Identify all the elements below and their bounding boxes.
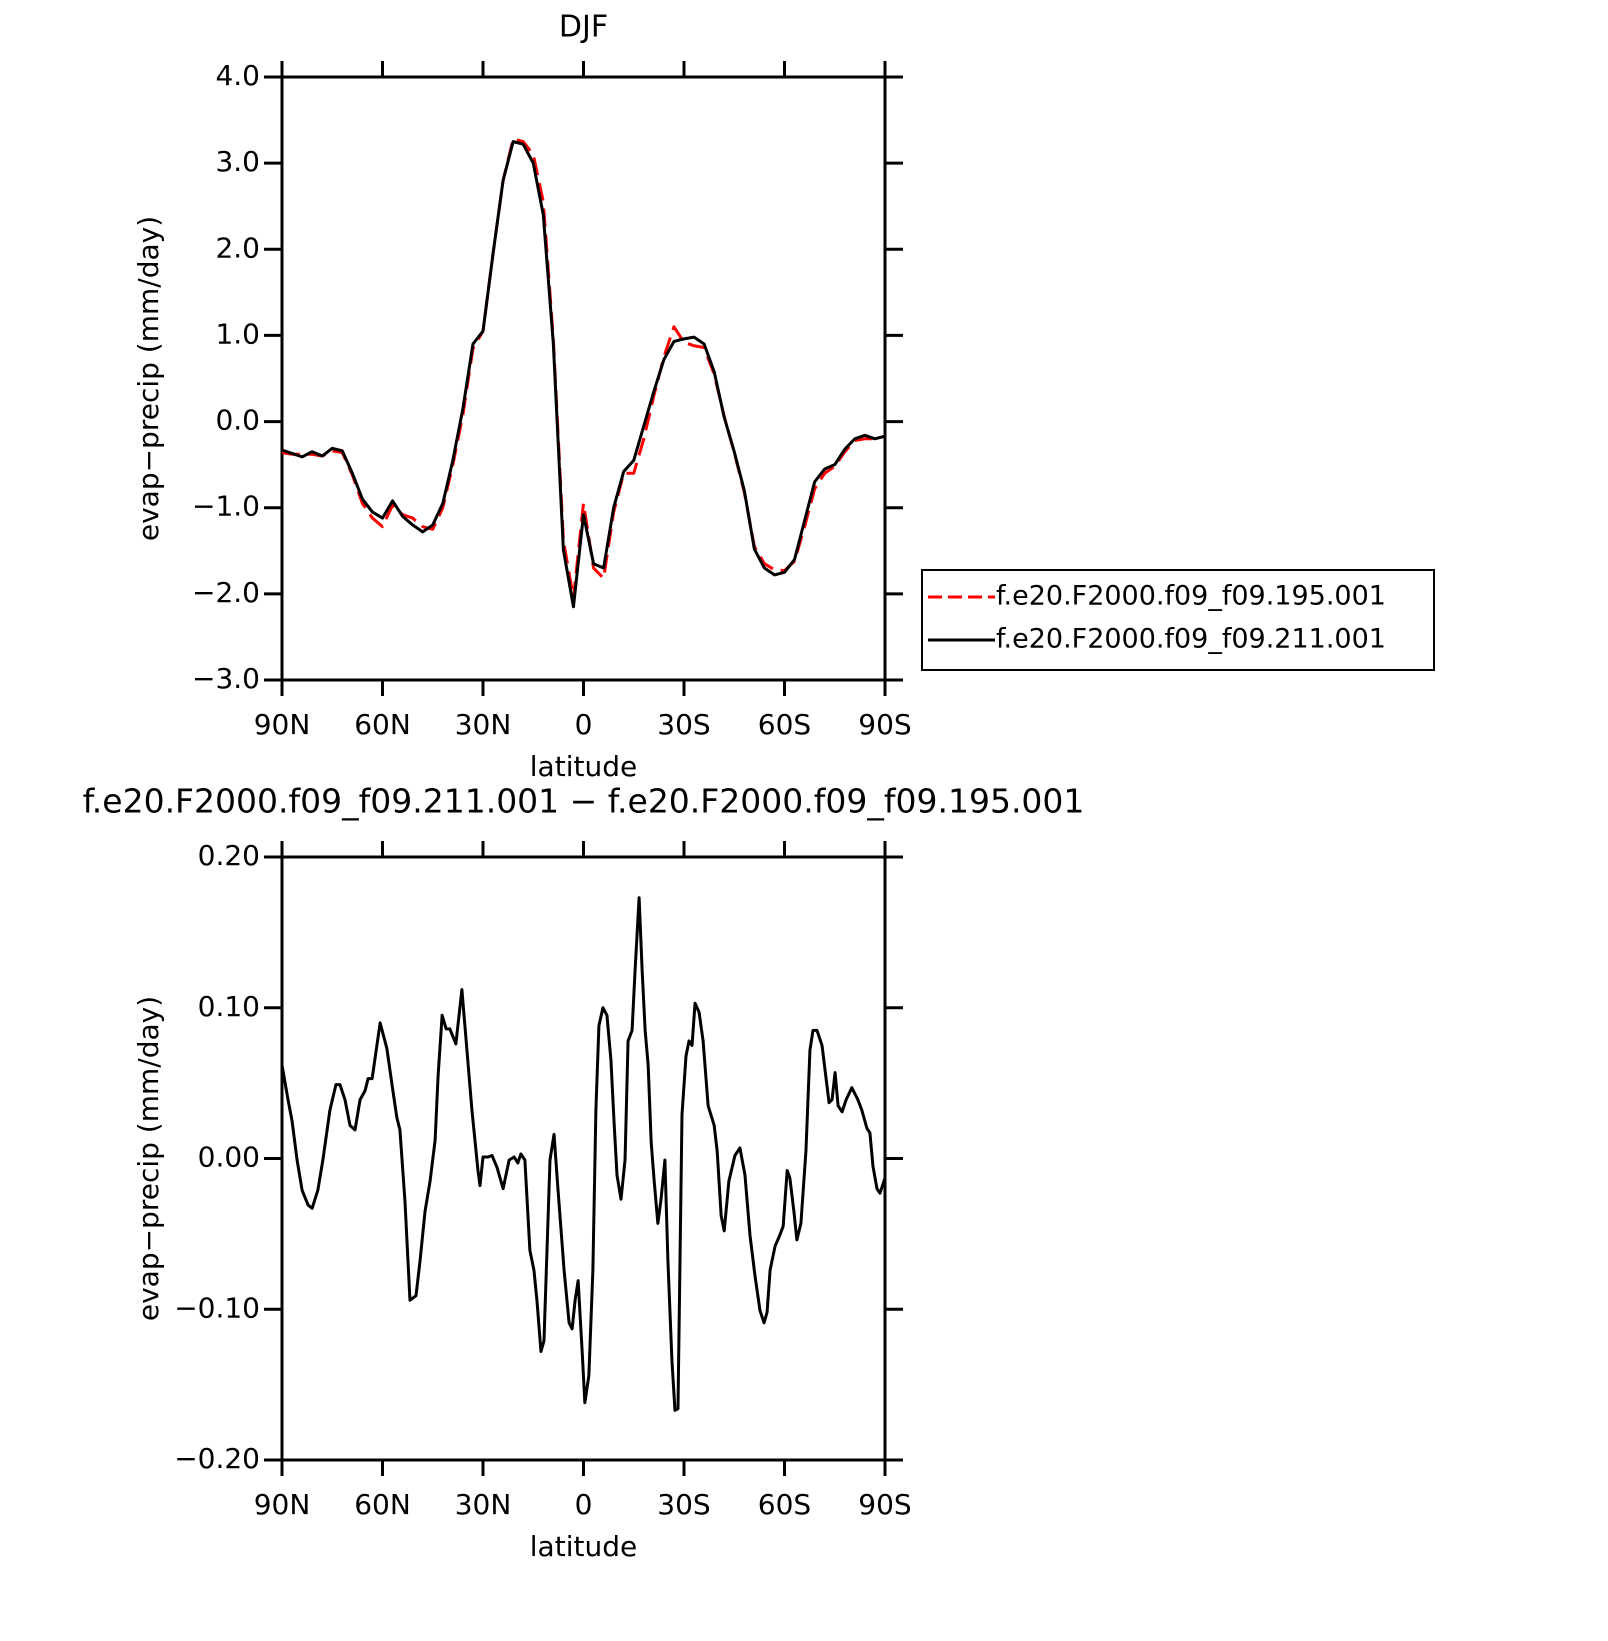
legend-label: f.e20.F2000.f09_f09.195.001	[996, 581, 1386, 612]
y-tick-label: 4.0	[215, 59, 260, 92]
x-tick-label: 60S	[758, 708, 811, 741]
x-tick-label: 0	[575, 1488, 593, 1521]
legend-box	[921, 569, 1435, 671]
y-axis-label: evap−precip (mm/day)	[132, 216, 165, 541]
y-tick-label: 0.10	[198, 990, 260, 1023]
series-line	[280, 896, 887, 1412]
legend-label: f.e20.F2000.f09_f09.211.001	[996, 624, 1386, 655]
x-tick-label: 90N	[254, 708, 311, 741]
x-tick-label: 30N	[455, 1488, 512, 1521]
y-axis-label: evap−precip (mm/day)	[132, 996, 165, 1321]
plot-frame	[280, 855, 887, 1462]
y-tick-label: −0.20	[174, 1442, 260, 1475]
y-tick-label: 1.0	[215, 317, 260, 350]
y-tick-label: −1.0	[192, 490, 260, 523]
x-tick-label: 60N	[354, 1488, 411, 1521]
x-tick-label: 90S	[858, 1488, 911, 1521]
y-tick-label: 0.0	[215, 404, 260, 437]
x-tick-label: 60N	[354, 708, 411, 741]
plot-frame	[280, 75, 887, 682]
chart-title: f.e20.F2000.f09_f09.211.001 − f.e20.F200…	[83, 782, 1085, 821]
y-tick-label: 0.20	[198, 839, 260, 872]
x-tick-label: 90S	[858, 708, 911, 741]
y-tick-label: 0.00	[198, 1141, 260, 1174]
x-axis-label: latitude	[530, 750, 637, 783]
y-tick-label: −3.0	[192, 662, 260, 695]
y-tick-label: 3.0	[215, 145, 260, 178]
chart-title: DJF	[559, 10, 608, 45]
series-line	[281, 137, 886, 600]
y-tick-label: −0.10	[174, 1291, 260, 1324]
x-tick-label: 30N	[455, 708, 512, 741]
x-tick-label: 60S	[758, 1488, 811, 1521]
x-tick-label: 30S	[657, 708, 710, 741]
y-tick-label: −2.0	[192, 576, 260, 609]
x-tick-label: 0	[575, 708, 593, 741]
series-line	[281, 140, 886, 609]
x-tick-label: 90N	[254, 1488, 311, 1521]
x-tick-label: 30S	[657, 1488, 710, 1521]
x-axis-label: latitude	[530, 1530, 637, 1563]
y-tick-label: 2.0	[215, 231, 260, 264]
